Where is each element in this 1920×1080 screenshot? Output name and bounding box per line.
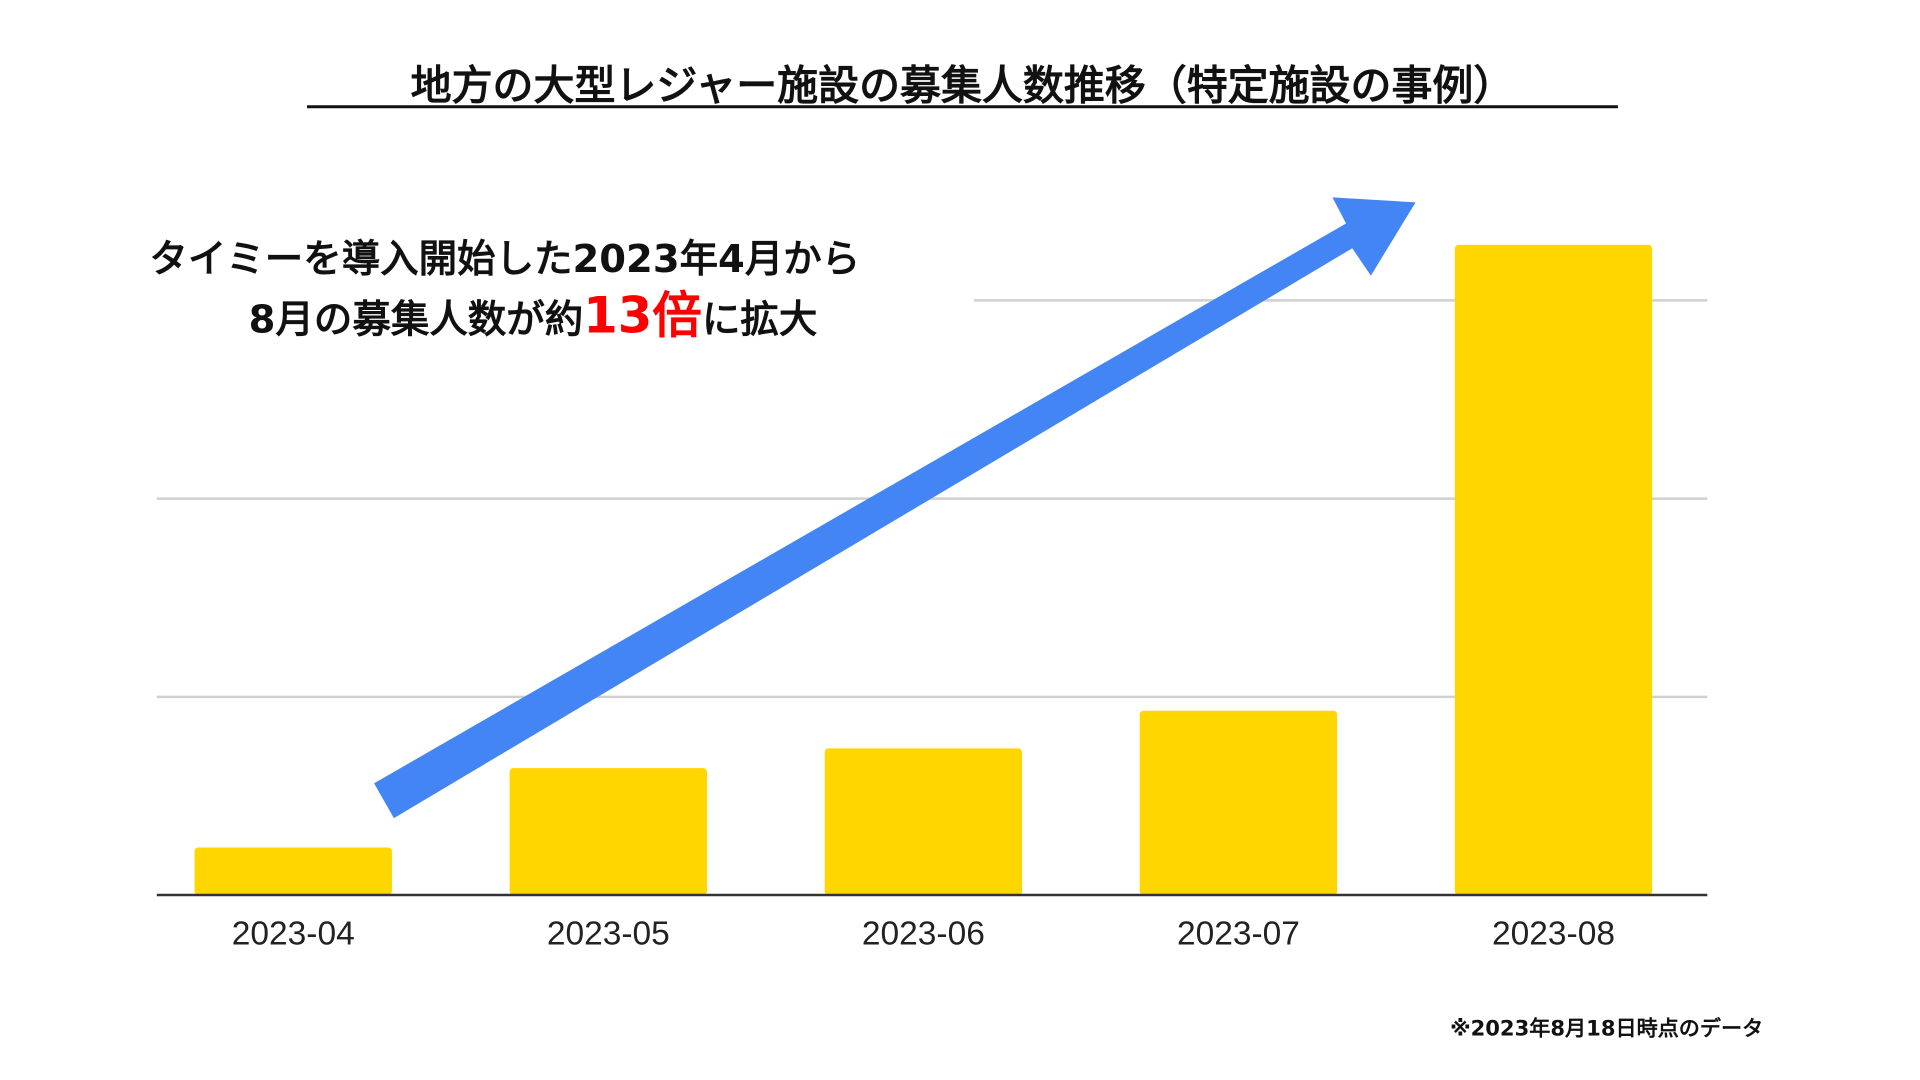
x-tick-label: 2023-05 <box>547 916 670 953</box>
bar-2023-04 <box>194 847 392 896</box>
x-tick-label: 2023-06 <box>862 916 985 953</box>
bar-2023-05 <box>509 768 708 896</box>
x-tick-label: 2023-08 <box>1492 916 1615 953</box>
annotation-suffix: に拡大 <box>702 298 817 343</box>
growth-arrow <box>374 197 1416 819</box>
x-tick-label: 2023-04 <box>232 916 355 953</box>
annotation-highlight: 13倍 <box>583 287 702 345</box>
bar-2023-07 <box>1139 710 1338 896</box>
annotation-prefix: 8月の募集人数が約 <box>249 298 584 343</box>
footnote: ※2023年8月18日時点のデータ <box>1450 1015 1763 1040</box>
chart-title: 地方の大型レジャー施設の募集人数推移（特定施設の事例） <box>411 61 1515 109</box>
bar-2023-06 <box>824 748 1023 896</box>
bar-2023-08 <box>1454 244 1653 896</box>
annotation-line-1: タイミーを導入開始した2023年4月から <box>149 237 860 282</box>
annotation-line-2: 8月の募集人数が約13倍に拡大 <box>249 287 818 345</box>
x-tick-label: 2023-07 <box>1177 916 1300 953</box>
